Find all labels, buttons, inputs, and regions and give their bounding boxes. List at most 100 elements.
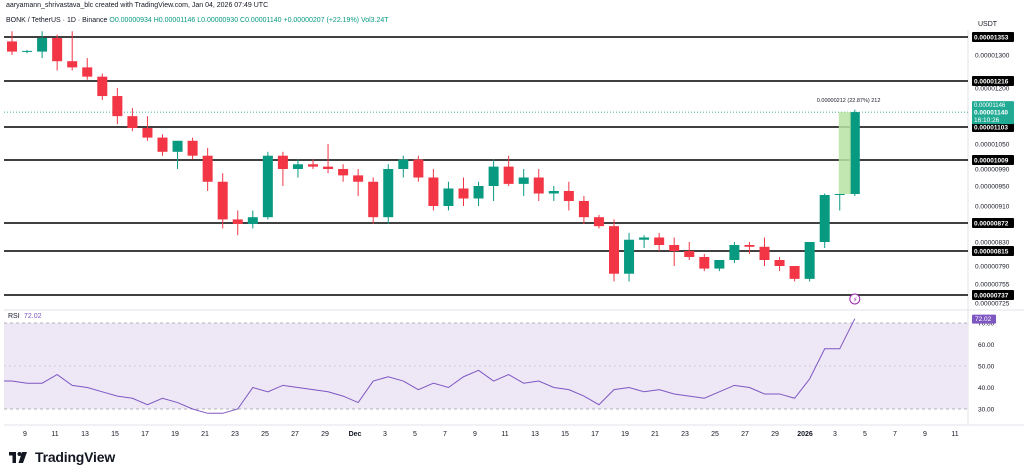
candle[interactable] (578, 201, 589, 218)
candle[interactable] (413, 159, 424, 178)
candle[interactable] (368, 181, 379, 218)
time-tick-label: 27 (741, 431, 749, 438)
candle[interactable] (353, 175, 364, 182)
price-tick-label: 0.00000755 (975, 282, 1010, 289)
candle[interactable] (488, 166, 499, 186)
candle[interactable] (202, 155, 213, 182)
candle[interactable] (548, 191, 559, 194)
level-label-bg (972, 122, 1014, 132)
level-label: 0.00000815 (974, 249, 1009, 256)
candle[interactable] (187, 140, 198, 156)
candle[interactable] (533, 177, 544, 194)
candle[interactable] (518, 177, 529, 184)
time-tick-label: 15 (111, 431, 119, 438)
time-tick-label: 21 (201, 431, 209, 438)
candle[interactable] (308, 164, 318, 167)
candle[interactable] (624, 239, 635, 274)
candle[interactable] (338, 169, 349, 176)
time-tick-label: 7 (893, 431, 897, 438)
tradingview-wordmark: TradingView (35, 449, 116, 465)
time-tick-label: Dec (349, 431, 362, 438)
candle[interactable] (428, 177, 439, 207)
candle[interactable] (654, 237, 665, 245)
candle[interactable] (714, 260, 725, 269)
price-tick-label: 0.00000725 (975, 301, 1010, 308)
candle[interactable] (834, 194, 845, 195)
candle[interactable] (774, 260, 785, 266)
candle[interactable] (97, 76, 108, 97)
candle[interactable] (759, 246, 770, 260)
time-tick-label: 9 (473, 431, 477, 438)
level-label-bg (972, 155, 1014, 165)
candle[interactable] (729, 245, 740, 260)
candle[interactable] (458, 188, 469, 199)
time-tick-label: 11 (501, 431, 508, 438)
candle[interactable] (669, 245, 680, 251)
time-tick-label: 15 (561, 431, 569, 438)
candle[interactable] (232, 219, 243, 224)
level-label: 0.00001103 (974, 125, 1008, 132)
rsi-tick-label: 60.00 (978, 342, 995, 349)
time-tick-label: 3 (383, 431, 387, 438)
time-tick-label: 7 (443, 431, 447, 438)
candle[interactable] (609, 226, 619, 274)
candle[interactable] (172, 140, 183, 152)
measure-range-box[interactable] (838, 112, 851, 194)
candle[interactable] (744, 245, 755, 247)
level-label: 0.00000737 (974, 293, 1009, 300)
time-tick-label: 25 (261, 431, 269, 438)
price-tick-label: 0.00000910 (975, 204, 1010, 211)
candle[interactable] (52, 38, 63, 62)
time-tick-label: 3 (833, 431, 837, 438)
candle[interactable] (699, 257, 710, 269)
time-tick-label: 13 (531, 431, 539, 438)
candle[interactable] (473, 186, 484, 199)
candle[interactable] (593, 217, 604, 227)
time-tick-label: 5 (863, 431, 867, 438)
candle[interactable] (247, 217, 258, 224)
candle[interactable] (849, 112, 860, 194)
price-tick-label: 0.00001200 (975, 86, 1010, 93)
candle[interactable] (563, 191, 574, 201)
candle[interactable] (819, 195, 830, 242)
rsi-line[interactable] (4, 318, 856, 414)
candle[interactable] (262, 155, 273, 218)
time-tick-label: 17 (141, 431, 149, 438)
candle[interactable] (503, 166, 514, 184)
ohlc-values: O0.00000934 H0.00001146 L0.00000930 C0.0… (109, 17, 389, 24)
candle[interactable] (789, 266, 800, 279)
candle[interactable] (142, 127, 153, 138)
rsi-tick-label: 40.00 (978, 385, 995, 392)
candle[interactable] (292, 164, 303, 169)
level-label: 0.00000872 (974, 221, 1009, 228)
candle[interactable] (804, 242, 815, 279)
candle[interactable] (639, 237, 650, 240)
price-tick-label: 0.00001300 (975, 53, 1010, 60)
candle[interactable] (383, 169, 394, 218)
candle[interactable] (443, 188, 454, 207)
candle[interactable] (277, 155, 288, 169)
candle[interactable] (127, 116, 138, 128)
price-tick-label: 0.00000990 (975, 167, 1010, 174)
time-tick-label: 17 (591, 431, 599, 438)
symbol-label[interactable]: BONK / TetherUS · 1D · Binance (6, 17, 108, 24)
rsi-tick-label: 70.00 (978, 321, 995, 328)
candle[interactable] (323, 166, 334, 169)
event-marker-icon[interactable] (849, 293, 861, 305)
rsi-tick-label: 50.00 (978, 364, 995, 371)
level-label: 0.00001353 (974, 35, 1009, 42)
candle[interactable] (217, 181, 228, 220)
candle[interactable] (67, 61, 78, 68)
candle[interactable] (37, 38, 48, 52)
candle[interactable] (398, 159, 409, 169)
candle[interactable] (157, 137, 168, 152)
candle[interactable] (22, 50, 33, 52)
candle[interactable] (112, 96, 123, 117)
time-tick-label: 23 (681, 431, 689, 438)
tradingview-logo-icon (9, 452, 27, 463)
time-tick-label: 9 (923, 431, 927, 438)
candle[interactable] (684, 251, 695, 257)
candle[interactable] (7, 41, 17, 52)
candle[interactable] (82, 67, 93, 77)
